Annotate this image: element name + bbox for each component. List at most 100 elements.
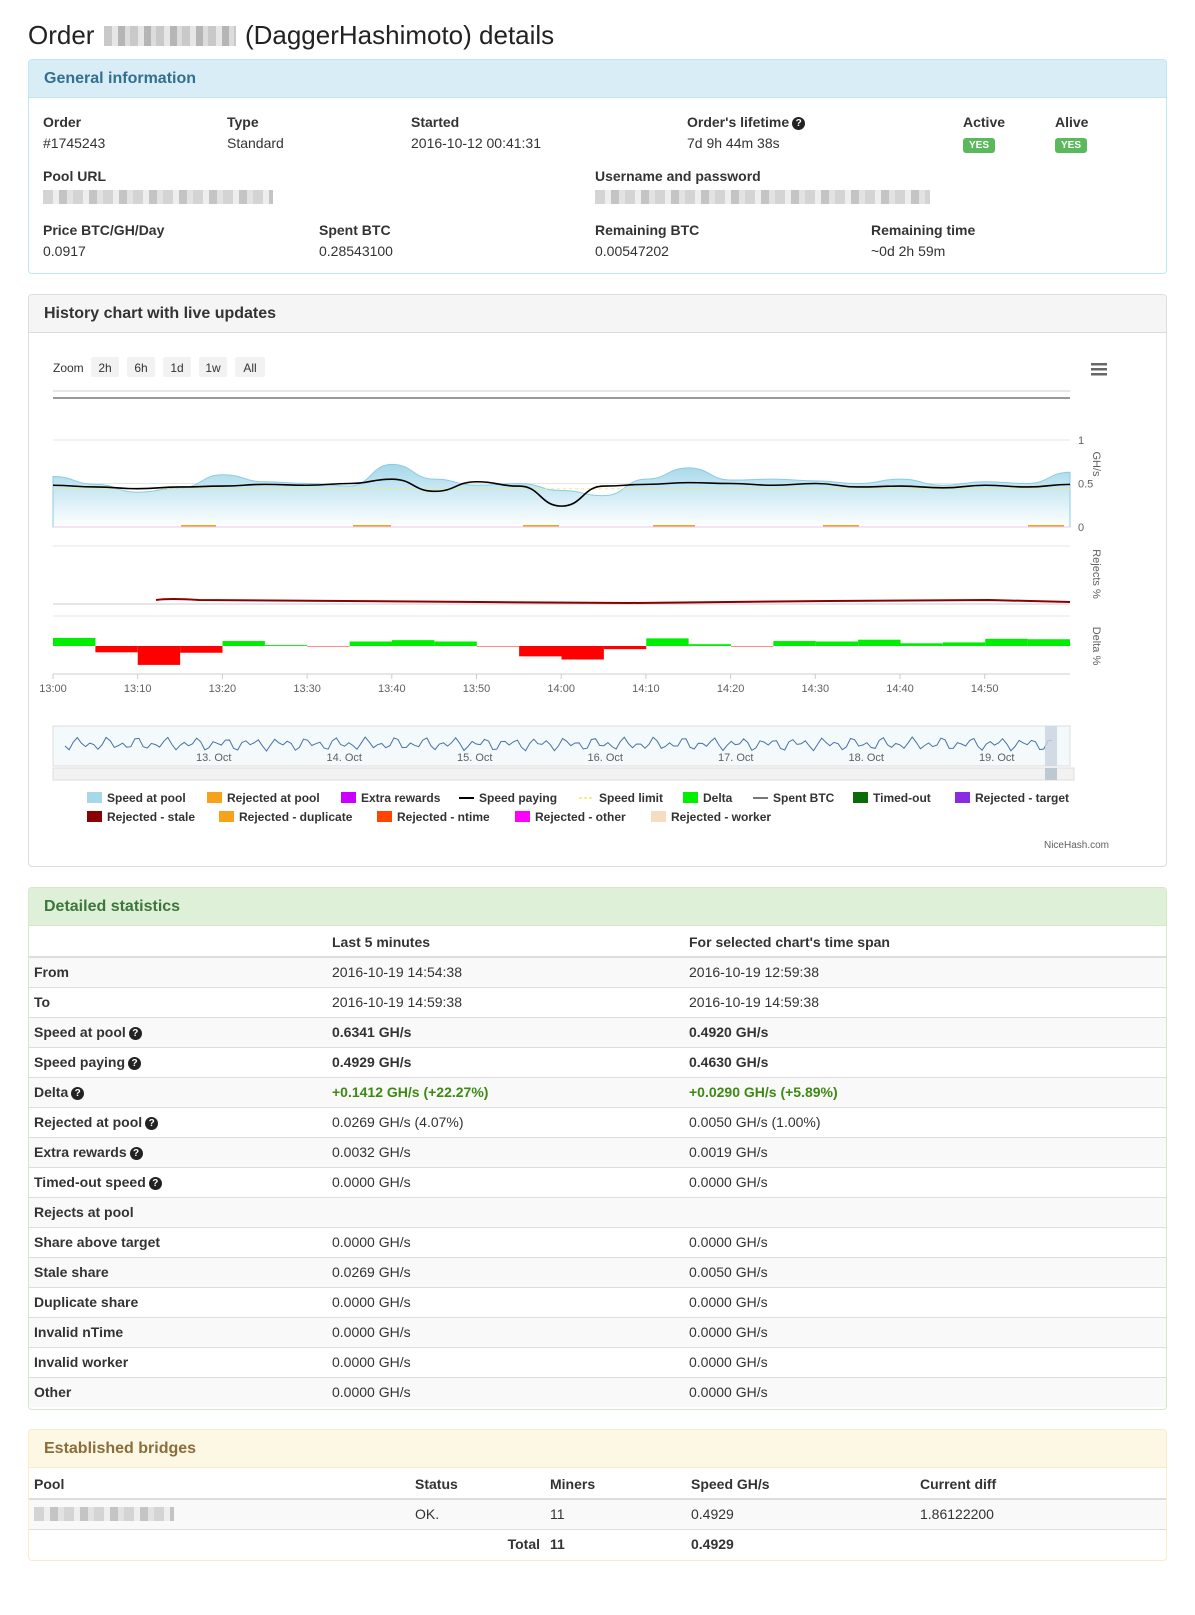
table-row: Other 0.0000 GH/s 0.0000 GH/s (29, 1376, 1166, 1407)
x-tick-label: 14:40 (886, 683, 914, 695)
delta-bar (519, 646, 562, 657)
table-row: Share above target 0.0000 GH/s 0.0000 GH/s (29, 1226, 1166, 1257)
rejected-at-pool-mark (353, 525, 391, 528)
navigator-scrollbar[interactable] (52, 767, 1075, 781)
delta-bar (858, 639, 901, 646)
table-row: Stale share 0.0269 GH/s 0.0050 GH/s (29, 1256, 1166, 1287)
legend-delta-swatch[interactable] (683, 792, 698, 803)
menu-icon[interactable] (1091, 373, 1107, 376)
x-tick-label: 14:50 (971, 683, 999, 695)
alive-badge: YES (1055, 138, 1088, 153)
legend-extra-rewards-swatch[interactable] (341, 792, 356, 803)
scrollbar-thumb[interactable] (1045, 768, 1057, 780)
stats-row-label: Timed-out speed? (29, 1166, 327, 1197)
delta-bar (180, 646, 223, 653)
delta-bar (137, 646, 181, 665)
navigator-tick-label: 19. Oct (979, 752, 1014, 764)
active-badge: YES (963, 138, 996, 153)
chart-credit: NiceHash.com (1044, 840, 1109, 851)
zoom-button-2h[interactable] (91, 357, 119, 377)
stats-span-value: 0.0000 GH/s (684, 1166, 1166, 1197)
rejected-stale-line (155, 598, 1071, 605)
rejected-at-pool-mark (823, 525, 859, 528)
redacted-userpass (595, 190, 930, 204)
stats-last5-value: 0.4929 GH/s (327, 1046, 684, 1077)
legend-rejected-other-swatch[interactable] (515, 811, 530, 822)
order-field: Order #1745243 (43, 114, 105, 151)
rejected-at-pool-mark (523, 525, 559, 528)
total-speed: 0.4929 (686, 1528, 915, 1559)
legend-rejected-stale-swatch[interactable] (87, 811, 102, 822)
userpass-label: Username and password (595, 168, 761, 184)
delta-bar (53, 637, 96, 646)
y-tick-label: 0 (1078, 522, 1084, 534)
zoom-button-All[interactable] (235, 357, 265, 377)
redacted-bridge-pool (34, 1507, 174, 1522)
legend-rejected-ntime-swatch[interactable] (377, 811, 392, 822)
detailed-stats-heading: Detailed statistics (29, 888, 1166, 926)
question-circle-icon[interactable]: ? (128, 1027, 142, 1040)
bridge-pool-cell (29, 1498, 410, 1529)
x-tick-label: 13:50 (463, 683, 491, 695)
stats-table: Last 5 minutes For selected chart's time… (29, 927, 1166, 1407)
menu-icon[interactable] (1091, 368, 1107, 371)
menu-icon[interactable] (1091, 363, 1107, 366)
question-circle-icon[interactable]: ? (128, 1057, 142, 1070)
stats-last5-value: 2016-10-19 14:54:38 (327, 956, 684, 987)
question-circle-icon[interactable]: ? (129, 1147, 143, 1160)
redacted-pool-url (43, 190, 273, 204)
legend-rejected-target-swatch[interactable] (955, 792, 970, 803)
stats-last5-value: 0.0000 GH/s (327, 1316, 684, 1347)
total-label: Total (410, 1528, 545, 1559)
y-axis-title: Delta % (1090, 627, 1102, 666)
stats-last5-value (327, 1196, 684, 1227)
zoom-button-1w[interactable] (199, 357, 227, 377)
stats-row-label: Extra rewards? (29, 1136, 327, 1167)
spent-label: Spent BTC (319, 222, 391, 238)
stats-row-label-text: Speed at pool (34, 1024, 126, 1040)
navigator-selection[interactable] (1045, 726, 1057, 766)
zoom-button-6h[interactable] (127, 357, 155, 377)
zoom-button-label: 6h (134, 361, 147, 375)
legend-speed-at-pool-label: Speed at pool (107, 791, 186, 805)
question-circle-icon[interactable]: ? (792, 117, 806, 130)
legend-rejected-worker-label: Rejected - worker (671, 810, 771, 824)
bridges-panel: Established bridges Pool Status Miners S… (28, 1429, 1167, 1561)
general-info-heading: General information (29, 60, 1166, 98)
zoom-button-label: 1w (205, 361, 221, 375)
bridge-diff: 1.86122200 (915, 1498, 1166, 1529)
zoom-button-1d[interactable] (163, 357, 191, 377)
stats-span-value: 0.0000 GH/s (684, 1226, 1166, 1257)
type-value: Standard (227, 135, 284, 151)
speed-at-pool-area (52, 463, 1071, 528)
table-row: Rejects at pool (29, 1196, 1166, 1227)
remaining-time-field: Remaining time ~0d 2h 59m (871, 222, 975, 259)
question-circle-icon[interactable]: ? (145, 1117, 159, 1130)
stats-span-value: 0.0050 GH/s (1.00%) (684, 1106, 1166, 1137)
table-row: Speed paying? 0.4929 GH/s 0.4630 GH/s (29, 1046, 1166, 1077)
table-row: Rejected at pool? 0.0269 GH/s (4.07%) 0.00… (29, 1106, 1166, 1137)
legend-rejected-duplicate-swatch[interactable] (219, 811, 234, 822)
legend-extra-rewards-label: Extra rewards (361, 791, 441, 805)
legend-speed-at-pool-swatch[interactable] (87, 792, 102, 803)
started-label: Started (411, 114, 460, 130)
question-circle-icon[interactable]: ? (71, 1087, 85, 1100)
question-circle-icon[interactable]: ? (148, 1177, 162, 1190)
delta-bar (985, 638, 1028, 646)
stats-row-label-text: Rejected at pool (34, 1114, 143, 1130)
title-prefix: Order (28, 20, 95, 50)
stats-row-label-text: Speed paying (34, 1054, 126, 1070)
x-tick-label: 13:20 (209, 683, 237, 695)
legend-timed-out-swatch[interactable] (853, 792, 868, 803)
legend-speed-paying-label: Speed paying (479, 791, 557, 805)
x-tick-label: 13:30 (293, 683, 321, 695)
delta-bar (773, 641, 816, 646)
legend-rejected-worker-swatch[interactable] (651, 811, 666, 822)
stats-span-value: 0.4630 GH/s (684, 1046, 1166, 1077)
legend-rejected-at-pool-swatch[interactable] (207, 792, 222, 803)
table-row: From 2016-10-19 14:54:38 2016-10-19 12:59:… (29, 956, 1166, 987)
general-info-panel: General information Order #1745243 Type … (28, 59, 1167, 274)
stats-span-value: 2016-10-19 12:59:38 (684, 956, 1166, 987)
history-chart[interactable]: Zoom 2h 6h 1d 1w All 1 0.5 0 GH/s Rejects % Delta %… (29, 334, 1166, 866)
x-tick-label: 14:20 (717, 683, 745, 695)
